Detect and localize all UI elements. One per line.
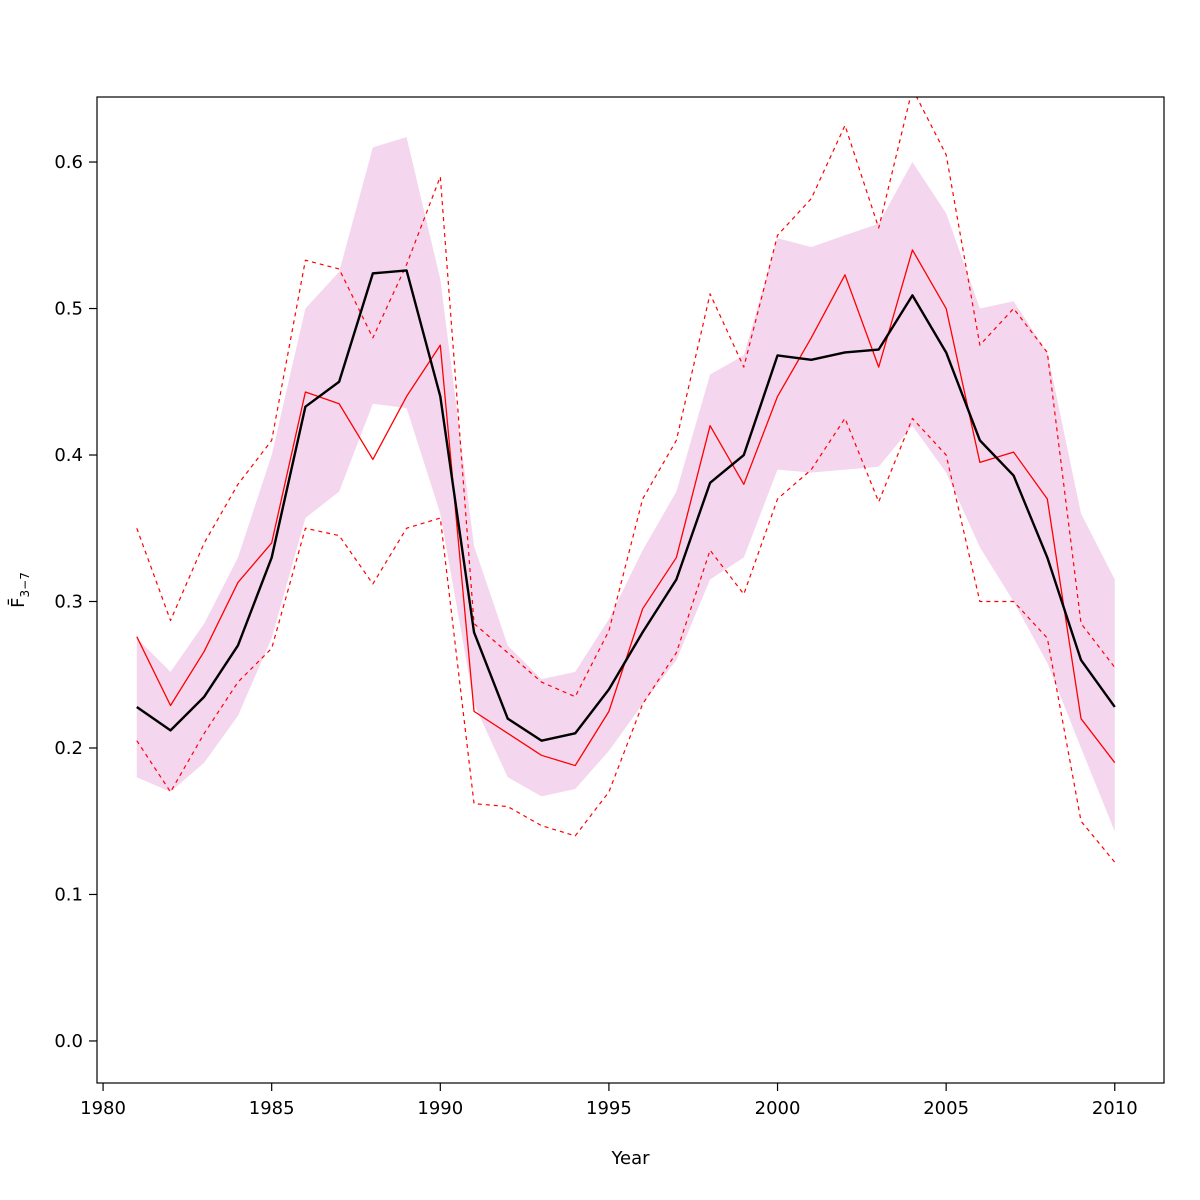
plot-box xyxy=(96,96,1165,1084)
y-axis-label: F̄3−7 xyxy=(8,572,32,608)
y-tick-label: 0.5 xyxy=(54,299,83,320)
x-axis-label: Year xyxy=(611,1148,650,1169)
estimate-confidence-band xyxy=(136,137,1115,832)
y-tick-label: 0.6 xyxy=(54,152,83,173)
x-tick-label: 1985 xyxy=(249,1098,295,1119)
axes: 1980 1985 1990 1995 2000 2005 2010 0.0 0.1 0.2 0.3… xyxy=(54,152,1137,1119)
x-tick-label: 2005 xyxy=(923,1098,969,1119)
x-tick-label: 1990 xyxy=(417,1098,463,1119)
x-tick-label: 2010 xyxy=(1092,1098,1138,1119)
y-tick-label: 0.2 xyxy=(54,738,83,759)
y-tick-label: 0.1 xyxy=(54,884,83,905)
y-axis-label-main: F̄ xyxy=(8,597,30,608)
x-tick-label: 2000 xyxy=(755,1098,801,1119)
estimate-mean-line xyxy=(136,269,1116,742)
comparison-upper-ci-line xyxy=(136,97,1116,698)
x-tick-label: 1995 xyxy=(586,1098,632,1119)
y-tick-label: 0.4 xyxy=(54,445,83,466)
y-axis-label-subscript: 3−7 xyxy=(17,572,32,598)
x-tick-label: 1980 xyxy=(80,1098,126,1119)
y-tick-label: 0.3 xyxy=(54,591,83,612)
y-tick-label: 0.0 xyxy=(54,1031,83,1052)
plot-area xyxy=(136,97,1116,863)
